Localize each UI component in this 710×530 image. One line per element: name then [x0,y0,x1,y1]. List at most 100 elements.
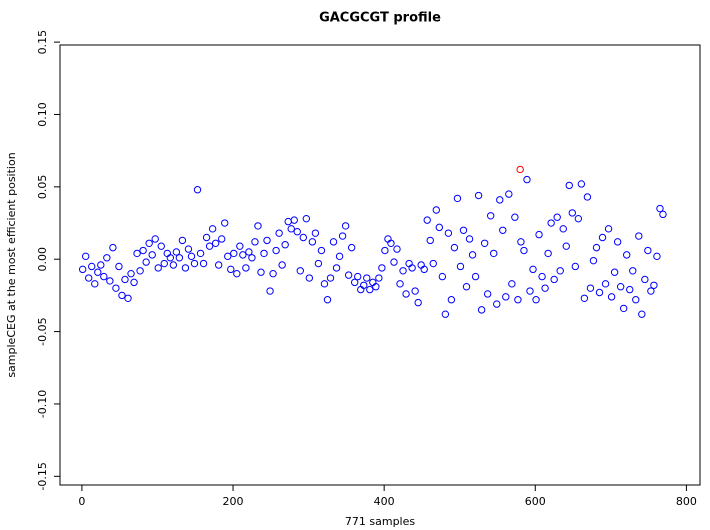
x-tick-label: 200 [223,495,244,508]
point [490,249,498,258]
point [559,225,567,233]
point [347,243,356,252]
point [595,288,604,297]
point [493,300,501,308]
point [81,252,90,261]
point [516,165,524,174]
point [221,219,229,227]
point [236,242,244,250]
point [281,241,289,249]
point [136,267,144,275]
point [91,280,99,288]
point [287,225,295,233]
point [112,284,120,292]
point [517,238,525,246]
point [266,287,274,295]
point [85,274,93,282]
point [547,219,555,227]
point [263,236,271,245]
point [396,280,404,288]
point [350,278,359,287]
point [308,238,317,246]
point [529,265,537,274]
point [632,296,640,304]
point [499,226,507,234]
point [115,262,123,271]
point [109,243,117,252]
y-tick-label: -0.05 [36,317,49,345]
point [580,294,589,302]
point [375,274,383,282]
point [251,238,259,246]
point [360,281,368,289]
point [151,235,159,243]
point [372,283,380,291]
point [420,265,428,274]
point [571,262,580,271]
point [239,251,247,259]
point [659,210,667,219]
x-tick-label: 400 [374,495,395,508]
point [254,222,262,230]
point [118,291,126,300]
point [616,283,625,291]
point [199,259,208,268]
point [444,229,453,237]
point [320,280,329,288]
point [483,290,492,298]
point [626,285,634,294]
point [426,236,434,245]
point [290,216,298,224]
point [390,258,398,266]
point [607,293,616,301]
point [393,245,401,253]
y-tick-label: -0.15 [36,462,49,490]
point [214,261,223,269]
point [106,277,114,285]
point [641,275,649,284]
point [538,272,546,281]
point [124,294,132,302]
point [190,259,199,268]
point [432,206,440,214]
point [181,264,190,272]
point [568,209,577,217]
point [450,243,459,252]
y-tick-label: 0.10 [36,102,49,127]
point [344,271,353,279]
point [429,259,437,268]
point [157,242,165,250]
y-tick-label: 0.00 [36,247,49,272]
point [323,296,332,304]
point [208,225,217,233]
point [202,233,211,242]
y-tick-label: -0.10 [36,390,49,418]
point [592,243,601,252]
point [619,304,628,313]
point [242,264,250,272]
point [272,246,280,255]
point [184,245,193,253]
point [496,196,504,204]
y-tick-label: 0.15 [36,30,49,55]
point [638,310,646,318]
point [363,274,371,282]
point [423,216,431,224]
point [178,236,187,245]
point [574,214,583,223]
point [562,242,570,250]
point [583,193,592,201]
point [474,191,483,200]
plot-frame [59,44,701,486]
y-axis-label: sampleCEG at the most efficient position [5,152,18,377]
point [462,283,471,291]
point [447,296,456,304]
point [653,252,661,261]
point [130,278,138,287]
point [441,310,450,318]
point [257,268,265,276]
point [196,249,205,258]
point [553,213,561,221]
point [656,204,664,213]
point [335,252,344,261]
